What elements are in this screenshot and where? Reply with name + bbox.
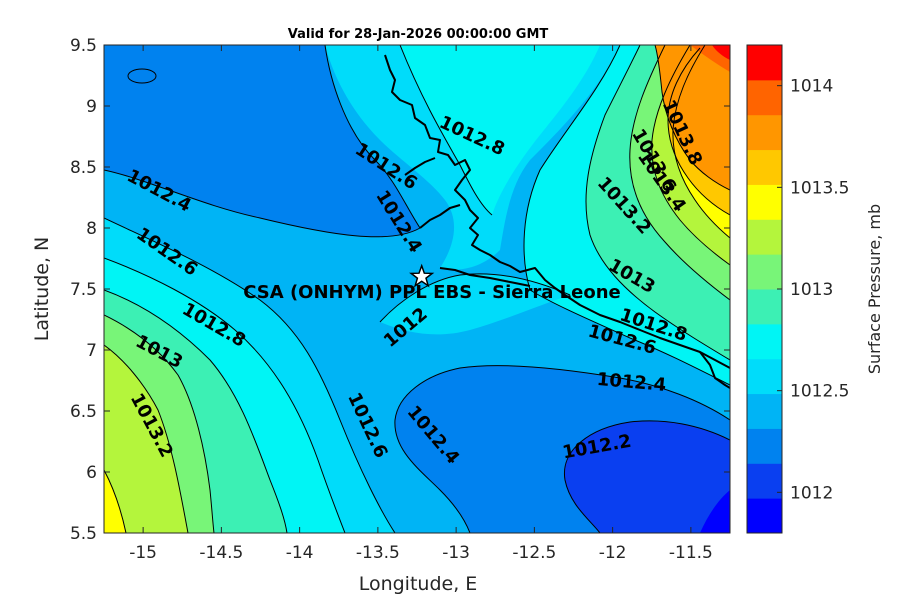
y-tick-label: 8	[86, 219, 97, 239]
colorbar-swatch	[747, 149, 782, 185]
x-tick-label: -14	[286, 543, 314, 563]
pressure-band-west-6	[104, 470, 126, 533]
colorbar-tick-label: 1014	[790, 77, 833, 97]
colorbar-label: Surface Pressure, mb	[865, 204, 884, 374]
station-label: CSA (ONHYM) PPL EBS - Sierra Leone	[243, 282, 620, 303]
pressure-band-northwest-low	[104, 45, 420, 237]
colorbar-tick-label: 1013.5	[790, 178, 849, 198]
colorbar-swatch	[747, 463, 782, 499]
x-tick-label: -13	[442, 543, 470, 563]
y-tick-label: 6	[86, 463, 97, 483]
colorbar-swatch	[747, 498, 782, 534]
y-tick-label: 8.5	[70, 158, 97, 178]
pressure-band-north-central-2	[400, 45, 600, 215]
y-axis: 5.5 6 6.5 7 7.5 8 8.5 9 9.5	[70, 36, 730, 544]
y-axis-label: Latitude, N	[31, 237, 53, 342]
x-tick-label: -15	[129, 543, 157, 563]
x-tick-label: -14.5	[199, 543, 243, 563]
x-tick-label: -12.5	[512, 543, 556, 563]
colorbar-swatch	[747, 184, 782, 220]
pressure-band-south-low-2	[564, 420, 730, 533]
colorbar-swatch	[747, 254, 782, 290]
x-tick-label: -11.5	[669, 543, 713, 563]
colorbar-swatch	[747, 393, 782, 429]
colorbar-swatches	[747, 45, 782, 534]
pressure-band-west-5	[104, 345, 188, 533]
contour-lines	[104, 45, 730, 533]
colorbar-swatch	[747, 219, 782, 255]
pressure-band-east-9	[712, 45, 730, 60]
colorbar-tick-label: 1012.5	[790, 382, 849, 402]
y-tick-label: 9.5	[70, 36, 97, 56]
colorbar-swatch	[747, 323, 782, 360]
star-icon	[409, 263, 435, 288]
y-tick-label: 7.5	[70, 280, 97, 300]
y-tick-label: 5.5	[70, 524, 97, 544]
y-tick-label: 9	[86, 97, 97, 117]
coastline	[384, 54, 730, 389]
y-tick-label: 7	[86, 341, 97, 361]
pressure-band-east-7	[655, 45, 730, 190]
x-tick-label: -13.5	[356, 543, 400, 563]
x-axis-label: Longitude, E	[359, 573, 478, 595]
colorbar-swatch	[747, 79, 782, 116]
colorbar-tick-label: 1013	[790, 280, 833, 300]
pressure-band-south-low-3	[700, 490, 730, 533]
map-plot-area: 1012.41012.61012.810131013.21012.81012.6…	[104, 45, 730, 533]
pressure-band-central-pocket	[380, 273, 570, 335]
colorbar-swatch	[747, 114, 782, 151]
colorbar-tick-label: 1012	[790, 483, 833, 503]
station-marker[interactable]	[409, 263, 435, 288]
colorbar-swatch	[747, 289, 782, 325]
colorbar-swatch	[747, 45, 782, 81]
colorbar: 1012 1012.5 1013 1013.5 1014 Surface Pressur…	[746, 44, 884, 534]
colorbar-swatch	[747, 358, 782, 395]
x-tick-label: -12	[599, 543, 627, 563]
x-axis: -15 -14.5 -14 -13.5 -13 -12.5 -12 -11.5	[129, 45, 713, 563]
map-title: Valid for 28-Jan-2026 00:00:00 GMT	[288, 27, 549, 42]
y-tick-label: 6.5	[70, 402, 97, 422]
colorbar-swatch	[747, 428, 782, 464]
colorbar-ticks: 1012 1012.5 1013 1013.5 1014	[777, 77, 849, 503]
